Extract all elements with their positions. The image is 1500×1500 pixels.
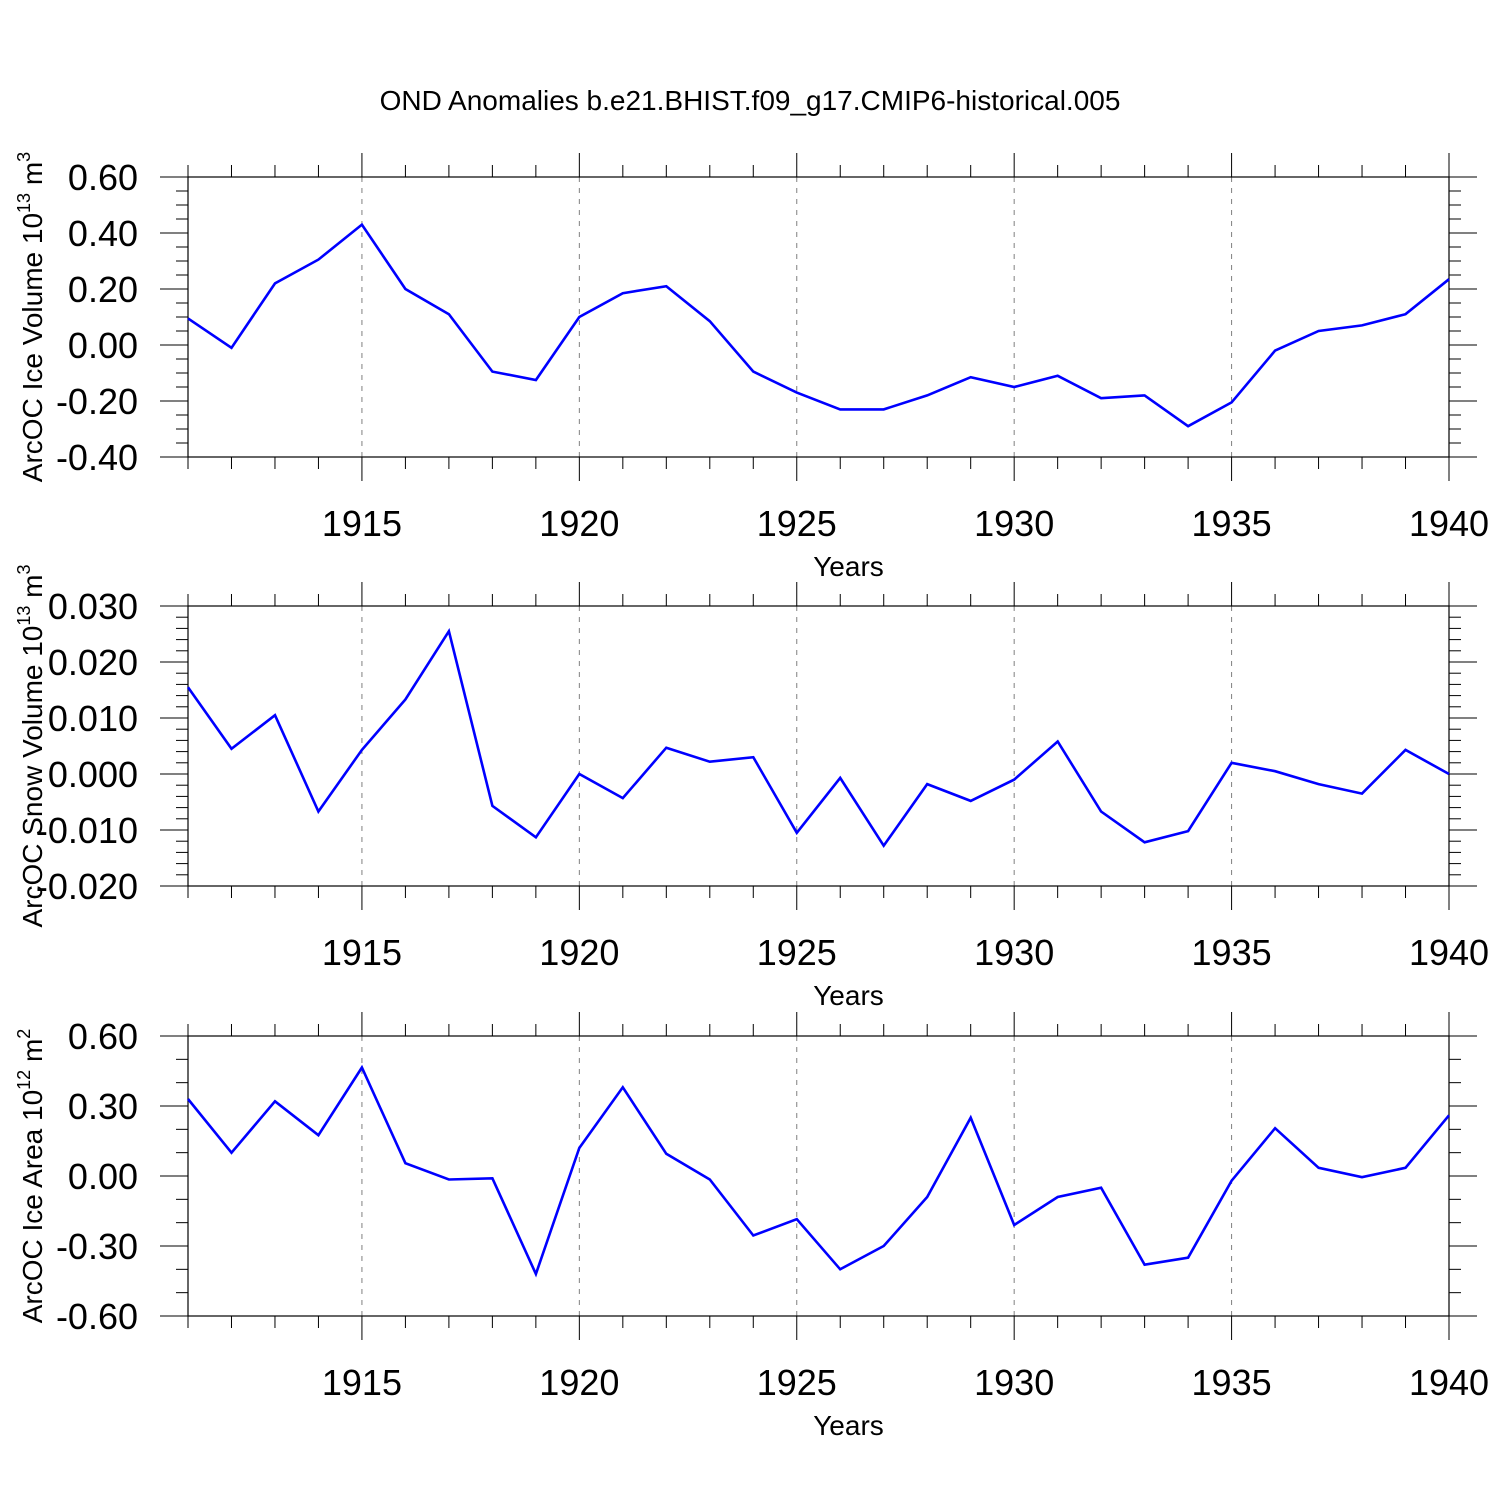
y-tick-label: -0.020 (36, 866, 138, 907)
y-axis-title-unit-exponent: 3 (14, 152, 34, 162)
x-tick-label: 1925 (757, 932, 837, 973)
y-tick-label: 0.30 (68, 1086, 138, 1127)
y-axis-title-unit-exponent: 3 (14, 564, 34, 574)
chart-panel-1: 1915 1920 1925 1930 1935 1940 Years -0.40 -0.20 0… (14, 152, 1489, 582)
x-tick-label: 1940 (1409, 503, 1489, 544)
x-axis-title: Years (813, 980, 884, 1011)
y-tick-label: 0.010 (48, 698, 138, 739)
y-tick-label: -0.20 (56, 381, 138, 422)
x-tick-label: 1935 (1192, 503, 1272, 544)
y-axis-title-text: ArcOC Snow Volume 10 (17, 626, 48, 928)
x-tick-label: 1930 (974, 1362, 1054, 1403)
y-axis-title-unit: m (17, 574, 48, 605)
chart-panel-2: 1915 1920 1925 1930 1935 1940 Years -0.020 -0.01… (14, 564, 1489, 1011)
y-axis-title-text: ArcOC Ice Volume 10 (17, 213, 48, 482)
y-axis-title: ArcOC Ice Volume 1013 m3 (14, 152, 48, 482)
y-axis-title: ArcOC Snow Volume 1013 m3 (14, 564, 48, 927)
y-axis-title-unit: m (17, 1039, 48, 1070)
x-tick-label: 1930 (974, 503, 1054, 544)
y-tick-label: -0.30 (56, 1226, 138, 1267)
main-title: OND Anomalies b.e21.BHIST.f09_g17.CMIP6-… (380, 85, 1121, 116)
y-tick-label: -0.010 (36, 810, 138, 851)
y-tick-label: 0.00 (68, 325, 138, 366)
x-axis-title: Years (813, 1410, 884, 1441)
series-line (186, 627, 1450, 849)
x-tick-label: 1940 (1409, 1362, 1489, 1403)
y-axis-title-exponent: 13 (14, 606, 34, 626)
x-tick-label: 1920 (539, 503, 619, 544)
x-tick-label: 1940 (1409, 932, 1489, 973)
y-tick-label: 0.00 (68, 1156, 138, 1197)
y-tick-label: 0.60 (68, 1016, 138, 1057)
plot-frame (187, 1035, 1450, 1317)
plot-frame (187, 176, 1450, 458)
y-tick-label: 0.40 (68, 213, 138, 254)
y-axis-title-unit-exponent: 2 (14, 1029, 34, 1039)
y-tick-label: 0.20 (68, 269, 138, 310)
series-line (186, 1064, 1451, 1278)
y-tick-label: 0.030 (48, 586, 138, 627)
x-tick-label: 1920 (539, 1362, 619, 1403)
plot-frame (187, 605, 1450, 887)
x-tick-label: 1935 (1192, 1362, 1272, 1403)
y-axis-title-unit: m (17, 162, 48, 193)
y-axis-title-text: ArcOC Ice Area 10 (17, 1090, 48, 1323)
series-line (187, 222, 1450, 428)
y-tick-label: 0.000 (48, 754, 138, 795)
x-tick-label: 1935 (1192, 932, 1272, 973)
x-axis-title: Years (813, 551, 884, 582)
chart-panel-3: 1915 1920 1925 1930 1935 1940 Years -0.60 -0.30 0… (14, 1012, 1489, 1441)
x-tick-label: 1930 (974, 932, 1054, 973)
y-tick-label: -0.40 (56, 437, 138, 478)
y-tick-label: 0.020 (48, 642, 138, 683)
x-tick-label: 1915 (322, 1362, 402, 1403)
x-tick-label: 1925 (757, 1362, 837, 1403)
x-tick-label: 1925 (757, 503, 837, 544)
x-tick-label: 1915 (322, 932, 402, 973)
y-axis-title-exponent: 13 (14, 193, 34, 213)
panels: 1915 1920 1925 1930 1935 1940 Years -0.40 -0.20 0… (14, 152, 1489, 1441)
x-tick-label: 1915 (322, 503, 402, 544)
y-axis-title: ArcOC Ice Area 1012 m2 (14, 1029, 48, 1324)
x-tick-label: 1920 (539, 932, 619, 973)
y-tick-label: 0.60 (68, 157, 138, 198)
y-axis-title-exponent: 12 (14, 1070, 34, 1090)
y-tick-label: -0.60 (56, 1296, 138, 1337)
